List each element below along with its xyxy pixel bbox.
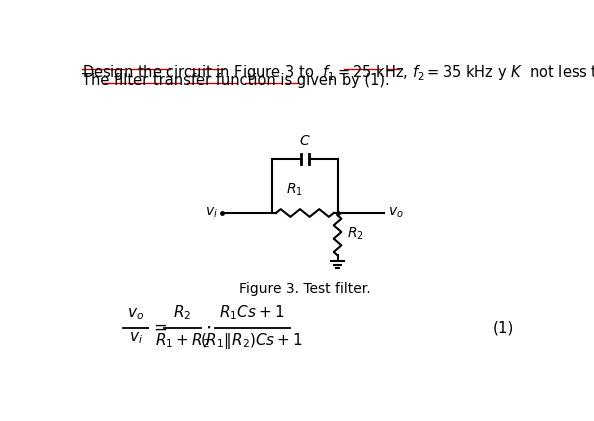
- Text: $v_o$: $v_o$: [387, 206, 403, 220]
- Text: $R_1 + R_2$: $R_1 + R_2$: [154, 331, 210, 349]
- Text: $v_i$: $v_i$: [206, 206, 218, 220]
- Text: $v_o$: $v_o$: [127, 306, 144, 322]
- Text: $R_1$: $R_1$: [286, 182, 303, 198]
- Text: $C$: $C$: [299, 133, 310, 147]
- Text: $=$: $=$: [150, 319, 168, 336]
- Text: $R_1Cs + 1$: $R_1Cs + 1$: [219, 303, 284, 322]
- Text: Figure 3. Test filter.: Figure 3. Test filter.: [239, 282, 370, 296]
- Text: $R_2$: $R_2$: [347, 226, 364, 242]
- Text: $\cdot$: $\cdot$: [205, 319, 211, 337]
- Text: (1): (1): [492, 320, 514, 335]
- Text: The filter transfer function is given by (1).: The filter transfer function is given by…: [82, 73, 390, 88]
- Text: $v_i$: $v_i$: [129, 331, 143, 346]
- Text: Design the circuit in Figure 3 to  $f_1 = 25$ kHz, $f_2 = 35$ kHz y $K$  not les: Design the circuit in Figure 3 to $f_1 =…: [82, 59, 594, 83]
- Text: $R_2$: $R_2$: [173, 303, 191, 322]
- Text: $(R_1{\|}R_2)Cs + 1$: $(R_1{\|}R_2)Cs + 1$: [200, 331, 303, 351]
